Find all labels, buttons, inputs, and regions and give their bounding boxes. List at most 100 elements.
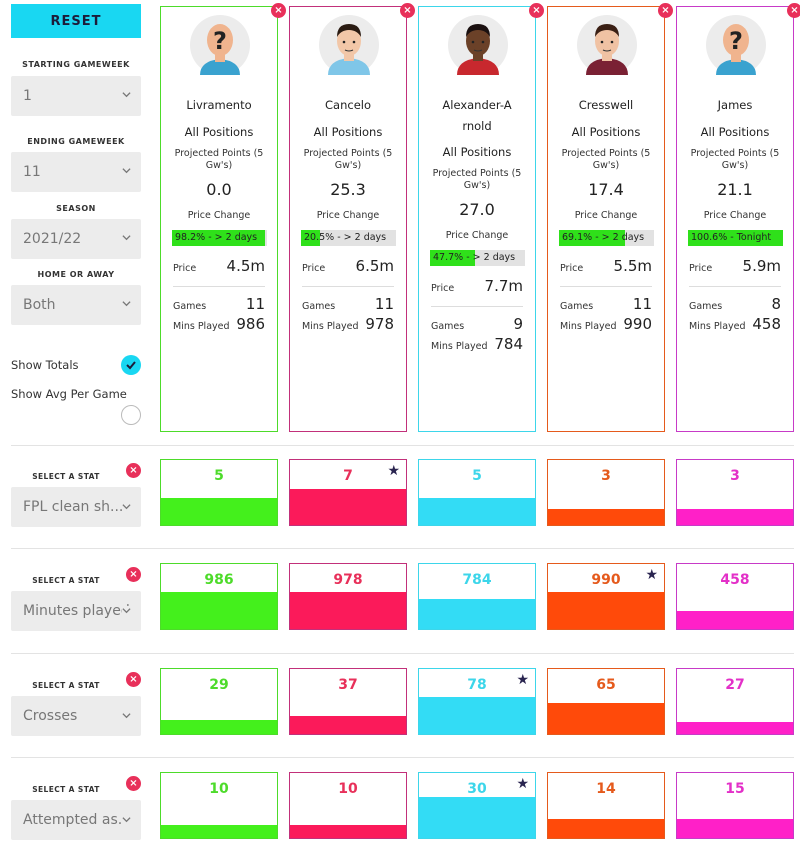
- mins-played-value: 458: [752, 315, 781, 333]
- price-change-bar: 98.2% - > 2 days: [172, 230, 267, 246]
- stat-value: 3: [601, 468, 611, 484]
- stat-select[interactable]: Attempted as...: [11, 800, 141, 840]
- stat-value-box: 78 ★: [418, 668, 536, 735]
- games-value: 11: [374, 295, 394, 313]
- best-star-icon: ★: [516, 776, 529, 792]
- games-label: Games: [173, 301, 207, 312]
- stat-value: 3: [730, 468, 740, 484]
- player-position: All Positions: [313, 125, 383, 139]
- remove-player-button[interactable]: ×: [658, 3, 673, 18]
- select-stat-label: SELECT A STAT: [32, 576, 100, 585]
- remove-player-button[interactable]: ×: [271, 3, 286, 18]
- stat-value-box: 5: [160, 459, 278, 526]
- stat-select-value: Attempted as...: [23, 812, 132, 828]
- remove-stat-button[interactable]: ×: [126, 672, 141, 687]
- ending-gameweek-select[interactable]: 11: [11, 152, 141, 192]
- starting-gameweek-value: 1: [23, 88, 32, 104]
- stat-value-box: 15: [676, 772, 794, 839]
- stat-value: 7: [343, 468, 353, 484]
- stat-value: 65: [596, 677, 616, 693]
- stat-select[interactable]: FPL clean sh...: [11, 487, 141, 527]
- projected-points-value: 27.0: [459, 200, 495, 219]
- stat-fill-bar: [677, 611, 793, 629]
- stat-value-box: 784: [418, 563, 536, 630]
- remove-player-button[interactable]: ×: [400, 3, 415, 18]
- stat-value-box: 14: [547, 772, 665, 839]
- stat-value: 986: [204, 572, 234, 588]
- player-position: All Positions: [184, 125, 254, 139]
- projected-points-value: 0.0: [206, 180, 232, 199]
- mins-played-label: Mins Played: [431, 341, 488, 352]
- price-change-bar: 100.6% - Tonight: [688, 230, 783, 246]
- stat-value: 78: [467, 677, 487, 693]
- stat-value-box: 65: [547, 668, 665, 735]
- price-change-label: Price Change: [187, 210, 251, 221]
- stat-fill-bar: [548, 703, 664, 734]
- show-avg-toggle[interactable]: [121, 405, 141, 425]
- price-change-text: 69.1% - > 2 days: [562, 232, 645, 243]
- price-change-label: Price Change: [574, 210, 638, 221]
- divider: [11, 757, 794, 758]
- starting-gameweek-label: STARTING GAMEWEEK: [22, 60, 130, 69]
- player-card: ? James All Positions Projected Points (5 G…: [676, 6, 794, 432]
- price-change-text: 100.6% - Tonight: [691, 232, 772, 243]
- chevron-down-icon: [122, 235, 131, 241]
- season-select[interactable]: 2021/22: [11, 219, 141, 259]
- remove-player-button[interactable]: ×: [787, 3, 800, 18]
- player-avatar: [577, 15, 637, 75]
- card-divider: [302, 286, 394, 287]
- stat-value-box: 3: [547, 459, 665, 526]
- projected-points-label: Projected Points (5 Gw's): [561, 148, 651, 171]
- chevron-down-icon: [122, 606, 131, 615]
- chevron-down-icon: [122, 92, 131, 98]
- games-label: Games: [560, 301, 594, 312]
- player-name: Cresswell: [578, 98, 634, 112]
- remove-stat-button[interactable]: ×: [126, 776, 141, 791]
- home-or-away-select[interactable]: Both: [11, 285, 141, 325]
- ending-gameweek-label: ENDING GAMEWEEK: [27, 137, 125, 146]
- unknown-player-avatar: ?: [706, 15, 766, 75]
- player-name: James: [717, 98, 753, 112]
- stat-select[interactable]: Crosses: [11, 696, 141, 736]
- card-divider: [431, 306, 523, 307]
- player-position: All Positions: [700, 125, 770, 139]
- price-value: 4.5m: [226, 257, 265, 275]
- starting-gameweek-select[interactable]: 1: [11, 76, 141, 116]
- chevron-down-icon: [122, 711, 131, 720]
- projected-points-value: 21.1: [717, 180, 753, 199]
- price-change-label: Price Change: [445, 230, 509, 241]
- stat-value-box: 7 ★: [289, 459, 407, 526]
- stat-select-value: FPL clean sh...: [23, 499, 124, 515]
- price-change-text: 98.2% - > 2 days: [175, 232, 258, 243]
- mins-played-value: 784: [494, 335, 523, 353]
- remove-player-button[interactable]: ×: [529, 3, 544, 18]
- stat-value: 29: [209, 677, 229, 693]
- mins-played-value: 978: [365, 315, 394, 333]
- remove-stat-button[interactable]: ×: [126, 463, 141, 478]
- games-label: Games: [431, 321, 465, 332]
- stat-fill-bar: [290, 591, 406, 629]
- show-totals-toggle[interactable]: [121, 355, 141, 375]
- stat-value: 37: [338, 677, 358, 693]
- remove-stat-button[interactable]: ×: [126, 567, 141, 582]
- stat-select[interactable]: Minutes played: [11, 591, 141, 631]
- reset-button[interactable]: RESET: [11, 4, 141, 38]
- projected-points-label: Projected Points (5 Gw's): [303, 148, 393, 171]
- stat-value-box: 3: [676, 459, 794, 526]
- stat-fill-bar: [161, 825, 277, 838]
- stat-value-box: 978: [289, 563, 407, 630]
- season-value: 2021/22: [23, 231, 82, 247]
- stat-value: 458: [720, 572, 750, 588]
- stat-value-box: 10: [289, 772, 407, 839]
- price-label: Price: [431, 283, 455, 294]
- mins-played-label: Mins Played: [302, 321, 359, 332]
- chevron-down-icon: [122, 815, 131, 824]
- stat-fill-bar: [548, 819, 664, 838]
- games-value: 9: [513, 315, 523, 333]
- divider: [11, 653, 794, 654]
- divider: [11, 445, 794, 446]
- stat-select-value: Crosses: [23, 708, 78, 724]
- stat-fill-bar: [548, 591, 664, 629]
- card-divider: [689, 286, 781, 287]
- player-position: All Positions: [571, 125, 641, 139]
